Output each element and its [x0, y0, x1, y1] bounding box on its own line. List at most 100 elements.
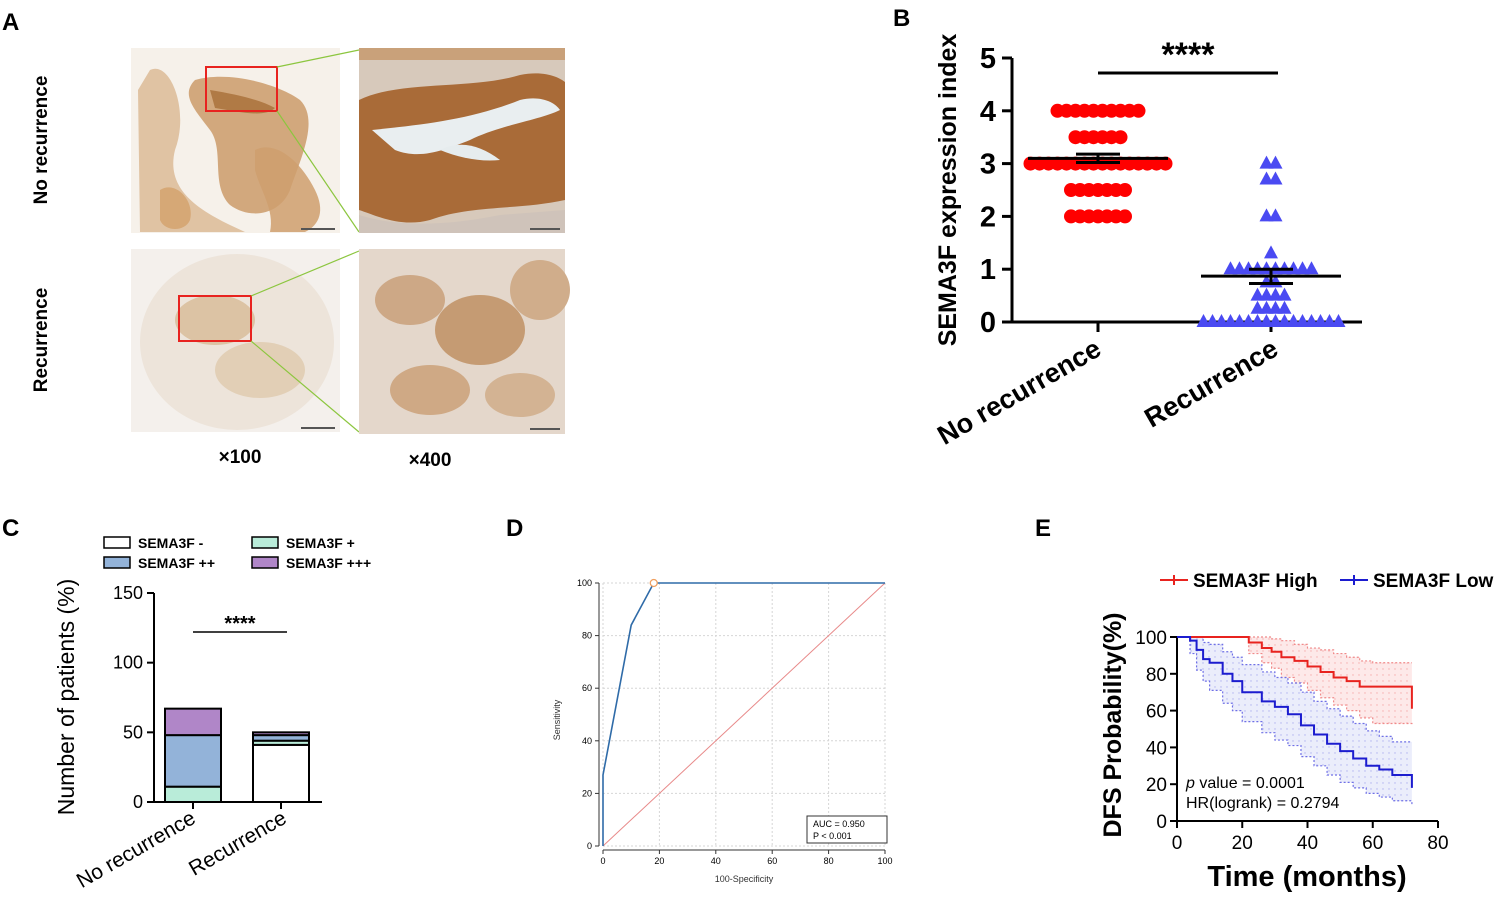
c-y-tick-label: 100: [113, 653, 143, 673]
b-point-recurrence: [1268, 171, 1283, 185]
d-marks: [602, 578, 886, 847]
c-y-tick-label: 0: [133, 792, 143, 812]
c-marks: [164, 707, 310, 804]
b-point-recurrence: [1223, 314, 1238, 327]
c-bar-segment: [252, 731, 310, 737]
d-reference-line: [602, 582, 886, 847]
b-point-recurrence: [1286, 314, 1301, 327]
b-point-recurrence: [1268, 314, 1283, 327]
e-axes: 0 20 40 60 80 100 0 20 40 60 80: [1135, 628, 1448, 854]
micrograph-no-recurrence-400x: [359, 48, 565, 233]
b-point-recurrence: [1232, 261, 1247, 275]
micrograph-recurrence-400x: [359, 249, 570, 434]
b-point-recurrence: [1250, 300, 1265, 314]
c-x-label-recurrence: Recurrence: [185, 806, 291, 880]
b-point-recurrence: [1241, 261, 1256, 275]
e-p-symbol: p: [1185, 775, 1195, 792]
e-ci-upper: [1177, 636, 1412, 743]
panel-label-e: E: [1035, 515, 1051, 542]
d-x-tick-label: 20: [654, 856, 664, 866]
c-x-label-no-recurrence: No recurrence: [73, 806, 200, 892]
c-legend-swatch-plus2: [103, 556, 131, 569]
b-point-recurrence: [1214, 314, 1229, 327]
connector-line: [250, 250, 360, 297]
b-point-recurrence: [1259, 287, 1274, 301]
b-y-tick-label: 3: [980, 149, 996, 181]
b-point-recurrence: [1259, 171, 1274, 185]
e-y-axis-title: DFS Probability(%): [1099, 612, 1127, 837]
b-point-recurrence: [1277, 300, 1292, 314]
e-y-tick-label: 40: [1146, 738, 1167, 759]
b-y-tick-label: 1: [980, 254, 996, 286]
d-x-tick-label: 80: [824, 856, 834, 866]
b-point-recurrence: [1259, 314, 1274, 327]
b-point-recurrence: [1250, 314, 1265, 327]
row-label-no-recurrence: No recurrence: [31, 76, 52, 205]
d-x-tick-label: 60: [767, 856, 777, 866]
c-y-tick-label: 150: [113, 583, 143, 603]
b-point-recurrence: [1241, 314, 1256, 327]
c-bar-segment: [164, 707, 222, 737]
row-label-recurrence: Recurrence: [31, 288, 52, 393]
panel-a: A No recurrence Recurrence: [2, 9, 570, 471]
e-x-tick-label: 40: [1297, 833, 1318, 854]
d-x-tick-label: 40: [711, 856, 721, 866]
panel-label-c: C: [2, 515, 19, 542]
micrograph-no-recurrence-100x: [131, 48, 340, 233]
c-legend-plus3: SEMA3F +++: [286, 555, 371, 571]
d-y-tick-label: 60: [582, 683, 592, 693]
panel-b: B SEMA3F expression index 0 1 2 3 4 5 **** No…: [893, 5, 1362, 451]
e-p-value: p value = 0.0001: [1185, 775, 1305, 792]
b-point-recurrence: [1259, 300, 1274, 314]
c-bar-segment: [164, 785, 222, 804]
e-x-tick-label: 0: [1172, 833, 1183, 854]
e-legend-high: SEMA3F High: [1193, 571, 1318, 592]
e-x-tick-label: 20: [1232, 833, 1253, 854]
magnification-400: ×400: [409, 450, 452, 471]
panel-d: D Sensitivity 100-Specificity 0 20 40 60 80 1…: [506, 515, 893, 884]
panel-label-a: A: [2, 9, 19, 36]
c-y-axis-title: Number of patients (%): [53, 579, 79, 815]
e-curve-high: [1177, 636, 1413, 709]
b-point-recurrence: [1304, 314, 1319, 327]
b-point-recurrence: [1223, 261, 1238, 275]
b-axes: 0 1 2 3 4 5: [980, 43, 1362, 339]
b-point-recurrence: [1205, 314, 1220, 327]
c-y-tick-label: 50: [123, 722, 143, 742]
c-legend-plus: SEMA3F +: [286, 535, 355, 551]
b-point-recurrence: [1295, 314, 1310, 327]
b-point-recurrence: [1250, 287, 1265, 301]
d-y-tick-label: 80: [582, 631, 592, 641]
b-point-no-recurrence: [1158, 156, 1173, 171]
e-x-axis-title: Time (months): [1207, 861, 1406, 893]
d-p-value: P < 0.001: [813, 831, 852, 841]
c-legend-swatch-neg: [103, 536, 131, 549]
e-y-tick-label: 60: [1146, 702, 1167, 723]
b-x-label-recurrence: Recurrence: [1139, 333, 1283, 433]
b-y-axis-title: SEMA3F expression index: [934, 34, 962, 347]
d-x-tick-label: 0: [600, 856, 605, 866]
d-y-tick-label: 100: [577, 578, 592, 588]
b-point-recurrence: [1232, 314, 1247, 327]
c-legend-plus2: SEMA3F ++: [138, 555, 215, 571]
b-point-no-recurrence: [1118, 183, 1132, 197]
b-point-recurrence: [1331, 314, 1346, 327]
e-ci-upper: [1177, 636, 1412, 664]
d-y-axis-title: Sensitivity: [552, 699, 562, 740]
b-y-tick-label: 0: [980, 307, 996, 339]
b-point-recurrence: [1313, 314, 1328, 327]
b-point-no-recurrence: [1131, 103, 1146, 118]
e-x-tick-label: 60: [1362, 833, 1383, 854]
c-bar-segment: [252, 743, 310, 804]
b-point-recurrence: [1268, 155, 1283, 169]
e-hazard-ratio: HR(logrank) = 0.2794: [1186, 795, 1340, 812]
d-x-axis-title: 100-Specificity: [715, 874, 774, 884]
b-point-no-recurrence: [1118, 209, 1132, 224]
e-y-tick-label: 100: [1135, 628, 1167, 649]
b-point-recurrence: [1322, 314, 1337, 327]
d-auc: AUC = 0.950: [813, 819, 865, 829]
connector-line: [276, 49, 360, 68]
b-x-label-no-recurrence: No recurrence: [932, 333, 1106, 451]
e-y-tick-label: 80: [1146, 665, 1167, 686]
